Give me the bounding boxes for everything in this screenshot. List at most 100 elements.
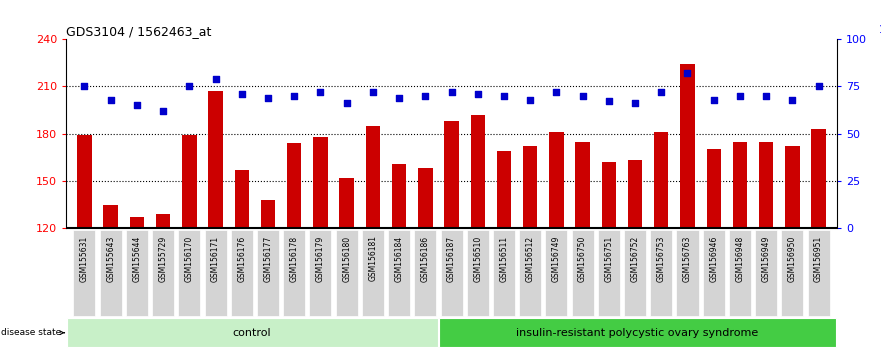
FancyBboxPatch shape (440, 230, 463, 316)
Bar (418, 169, 433, 228)
FancyBboxPatch shape (467, 230, 489, 316)
Text: GSM155644: GSM155644 (132, 235, 141, 282)
Text: GSM156512: GSM156512 (526, 235, 535, 281)
FancyBboxPatch shape (126, 230, 148, 316)
FancyBboxPatch shape (204, 230, 226, 316)
FancyBboxPatch shape (545, 230, 567, 316)
FancyBboxPatch shape (283, 230, 305, 316)
Bar (759, 142, 774, 228)
Text: GSM156170: GSM156170 (185, 235, 194, 282)
Bar (182, 135, 196, 228)
FancyBboxPatch shape (309, 230, 331, 316)
Point (182, 84, 196, 89)
FancyBboxPatch shape (336, 230, 358, 316)
Text: 100%: 100% (879, 25, 881, 35)
Point (628, 101, 642, 106)
FancyBboxPatch shape (598, 230, 620, 316)
Point (523, 97, 537, 102)
Text: GSM156753: GSM156753 (656, 235, 666, 282)
Bar (707, 149, 721, 228)
FancyBboxPatch shape (677, 230, 699, 316)
FancyBboxPatch shape (650, 230, 672, 316)
Point (287, 93, 301, 98)
FancyBboxPatch shape (414, 230, 436, 316)
Point (314, 89, 328, 95)
Text: GSM156186: GSM156186 (421, 235, 430, 281)
Point (444, 89, 458, 95)
Text: control: control (233, 328, 271, 338)
Text: GSM156763: GSM156763 (683, 235, 692, 282)
Bar (549, 132, 564, 228)
Text: GSM156187: GSM156187 (447, 235, 456, 281)
Bar (628, 160, 642, 228)
Bar (287, 143, 301, 228)
FancyBboxPatch shape (703, 230, 725, 316)
Bar (654, 132, 669, 228)
FancyBboxPatch shape (178, 230, 200, 316)
Text: GSM155643: GSM155643 (106, 235, 115, 282)
Text: GSM156181: GSM156181 (368, 235, 377, 281)
FancyBboxPatch shape (572, 230, 594, 316)
Point (655, 89, 669, 95)
FancyBboxPatch shape (624, 230, 646, 316)
Text: GSM156184: GSM156184 (395, 235, 403, 281)
Text: GSM156178: GSM156178 (290, 235, 299, 281)
Bar (602, 162, 616, 228)
Point (759, 93, 774, 98)
Point (261, 95, 275, 101)
Point (130, 102, 144, 108)
Point (497, 93, 511, 98)
FancyBboxPatch shape (152, 230, 174, 316)
Bar (444, 121, 459, 228)
Bar (234, 170, 249, 228)
Text: GSM156949: GSM156949 (762, 235, 771, 282)
Text: GSM156950: GSM156950 (788, 235, 797, 282)
Bar (392, 164, 406, 228)
Bar (785, 146, 800, 228)
Text: GSM155729: GSM155729 (159, 235, 167, 282)
FancyBboxPatch shape (73, 230, 95, 316)
Bar (208, 91, 223, 228)
Text: disease state: disease state (2, 328, 64, 337)
Text: GSM156752: GSM156752 (631, 235, 640, 282)
Bar (103, 205, 118, 228)
Text: GSM156511: GSM156511 (500, 235, 508, 281)
Bar (78, 135, 92, 228)
FancyBboxPatch shape (439, 319, 836, 347)
Text: GSM156176: GSM156176 (237, 235, 247, 282)
Text: GSM156171: GSM156171 (211, 235, 220, 281)
Text: GSM156177: GSM156177 (263, 235, 272, 282)
Text: GSM156751: GSM156751 (604, 235, 613, 282)
Bar (366, 126, 380, 228)
Point (550, 89, 564, 95)
Bar (680, 64, 695, 228)
FancyBboxPatch shape (755, 230, 777, 316)
FancyBboxPatch shape (362, 230, 384, 316)
Text: GSM156749: GSM156749 (552, 235, 561, 282)
Text: GSM156180: GSM156180 (342, 235, 352, 281)
Bar (156, 214, 170, 228)
FancyBboxPatch shape (729, 230, 751, 316)
Text: GSM156510: GSM156510 (473, 235, 482, 282)
Point (392, 95, 406, 101)
Bar (261, 200, 275, 228)
FancyBboxPatch shape (231, 230, 253, 316)
Bar (811, 129, 825, 228)
Point (707, 97, 721, 102)
Point (470, 91, 485, 97)
Text: GSM156750: GSM156750 (578, 235, 587, 282)
Point (811, 84, 825, 89)
Text: insulin-resistant polycystic ovary syndrome: insulin-resistant polycystic ovary syndr… (516, 328, 759, 338)
Bar (339, 178, 354, 228)
Bar (733, 142, 747, 228)
FancyBboxPatch shape (257, 230, 279, 316)
Text: GSM156946: GSM156946 (709, 235, 718, 282)
FancyBboxPatch shape (493, 230, 515, 316)
Bar (130, 217, 144, 228)
Point (339, 101, 353, 106)
Point (209, 76, 223, 81)
Text: GDS3104 / 1562463_at: GDS3104 / 1562463_at (66, 25, 211, 38)
Point (785, 97, 799, 102)
Text: GSM156948: GSM156948 (736, 235, 744, 282)
Point (418, 93, 433, 98)
